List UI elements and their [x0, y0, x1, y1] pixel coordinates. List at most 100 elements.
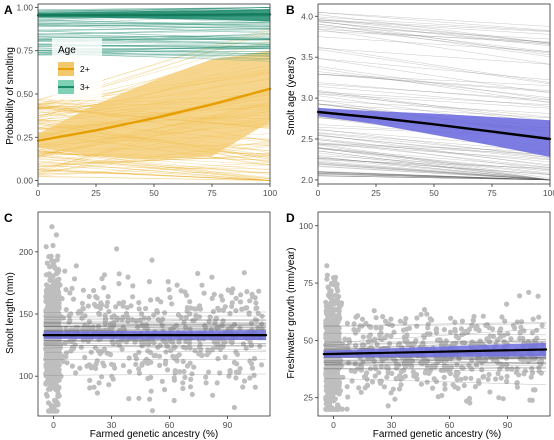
smolt-age-draw-line	[317, 148, 551, 175]
smolt-age-draw-line	[317, 58, 551, 94]
panel-a-label: A	[4, 3, 13, 17]
panel-c-observation-point	[192, 348, 198, 354]
smolt-age-draw-line	[317, 163, 551, 181]
panel-a-y-tick-label: 0.75	[16, 46, 33, 56]
panel-c-observation-point	[147, 396, 153, 402]
age-2-draw-line	[37, 156, 271, 173]
smolt-age-draw-line	[317, 100, 551, 114]
panel-c-observation-point	[188, 376, 194, 382]
panel-b-x-tick-label: 50	[429, 188, 439, 198]
panel-d-observation-point	[455, 370, 461, 376]
smolt-age-draw-line	[317, 19, 551, 44]
panel-d-observation-point	[346, 360, 352, 366]
panel-c-observation-point	[229, 303, 235, 309]
panel-c-observation-point	[69, 285, 75, 291]
panel-d-group-line	[323, 358, 547, 362]
panel-d-observation-point	[452, 328, 458, 334]
age-2-draw-line	[37, 166, 271, 170]
panel-d-observation-point	[447, 365, 453, 371]
smolt-age-draw-line	[317, 91, 551, 106]
panel-c-observation-point	[248, 361, 255, 367]
smolt-age-draw-line	[317, 66, 551, 100]
panel-d-observation-point	[502, 318, 508, 324]
panel-c-observation-point	[178, 288, 184, 294]
panel-d-observation-point	[455, 335, 462, 341]
panel-d-observation-point	[363, 320, 369, 326]
panel-d-observation-point	[344, 384, 350, 390]
smolt-age-draw-line	[317, 26, 551, 40]
panel-c-observation-point	[62, 268, 68, 274]
panel-d-observation-point	[398, 382, 404, 388]
panel-a-y-tick-label: 1.00	[16, 2, 33, 12]
smolt-age-draw-line	[317, 175, 551, 181]
panel-d-observation-point	[330, 282, 336, 288]
age-3-draw-line	[37, 7, 271, 14]
smolt-age-draw-line	[317, 165, 551, 181]
panel-d-observation-point	[518, 324, 524, 330]
panel-c-observation-point	[110, 376, 116, 382]
panel-d-observation-point	[498, 326, 504, 332]
panel-c-observation-point	[217, 370, 223, 376]
panel-a: A Probability of smolting 0 25 50 75 100 0.00…	[4, 2, 277, 198]
panel-c-observation-point	[55, 368, 61, 374]
panel-c-observation-point	[184, 308, 190, 314]
panel-c-observation-point	[126, 396, 132, 402]
panel-c-observation-point	[51, 263, 57, 270]
panel-d-observation-point	[427, 316, 433, 322]
panel-d-observation-point	[323, 406, 329, 412]
panel-d-observation-point	[323, 299, 329, 305]
panel-d-observation-point	[472, 384, 478, 390]
panel-d-observation-point	[442, 381, 448, 387]
panel-c-observation-point	[70, 296, 77, 302]
smolt-age-draw-line	[317, 12, 551, 27]
smolt-age-draw-line	[317, 26, 551, 54]
smolt-age-draw-line	[317, 134, 551, 167]
panel-d-observation-point	[351, 321, 357, 327]
panel-b-ylabel: Smolt age (years)	[286, 57, 297, 136]
smolt-age-draw-line	[317, 157, 551, 175]
panel-c-observation-point	[43, 371, 49, 377]
panel-d-observation-point	[528, 374, 534, 380]
panel-c-observation-point	[207, 314, 213, 320]
smolt-age-draw-line	[317, 90, 551, 122]
panel-c-observation-point	[91, 301, 98, 307]
panel-d-observation-point	[532, 387, 538, 393]
panel-b-x-tick-label: 100	[543, 188, 554, 198]
panel-d-mean-line	[322, 348, 548, 356]
panel-c-observation-point	[55, 393, 61, 399]
panel-d-observation-point	[479, 367, 485, 373]
panel-c-observation-point	[191, 317, 197, 323]
panel-d-observation-point	[481, 373, 487, 379]
panel-d-observation-point	[385, 370, 391, 376]
panel-d-observation-point	[448, 315, 454, 321]
panel-d-observation-point	[517, 293, 523, 299]
legend-label-age-2: 2+	[80, 64, 90, 74]
panel-c-observation-point	[234, 361, 240, 367]
panel-c-observation-point	[116, 281, 122, 287]
panel-d-observation-point	[510, 322, 516, 329]
panel-d-group-line	[323, 341, 547, 350]
panel-c-observation-point	[203, 380, 209, 386]
age-2-draw-line	[37, 156, 271, 179]
panel-c-observation-point	[210, 308, 216, 315]
panel-d-observation-point	[355, 327, 361, 333]
panel-d-observation-point	[514, 384, 521, 390]
panel-c-group-line	[43, 319, 267, 323]
panel-c-observation-point	[188, 305, 194, 311]
panel-d-y-tick-label: 100	[299, 221, 313, 231]
age-3-draw-line	[37, 37, 271, 40]
panel-c-group-line	[43, 351, 267, 353]
panel-d-observation-point	[372, 373, 378, 379]
age-2-draw-line	[37, 168, 271, 181]
panel-d-observation-point	[364, 370, 370, 376]
panel-c-observation-point	[79, 300, 85, 306]
panel-a-x-tick-label: 100	[263, 188, 277, 198]
panel-c-observation-point	[157, 362, 163, 368]
panel-d-plot-background	[318, 212, 550, 416]
panel-d-observation-point	[339, 406, 345, 412]
smolt-age-draw-line	[317, 58, 551, 81]
panel-c-observation-point	[219, 297, 226, 303]
panel-c-observation-point	[198, 351, 204, 357]
panel-d-observation-point	[499, 314, 505, 320]
panel-c-observation-point	[236, 369, 242, 375]
